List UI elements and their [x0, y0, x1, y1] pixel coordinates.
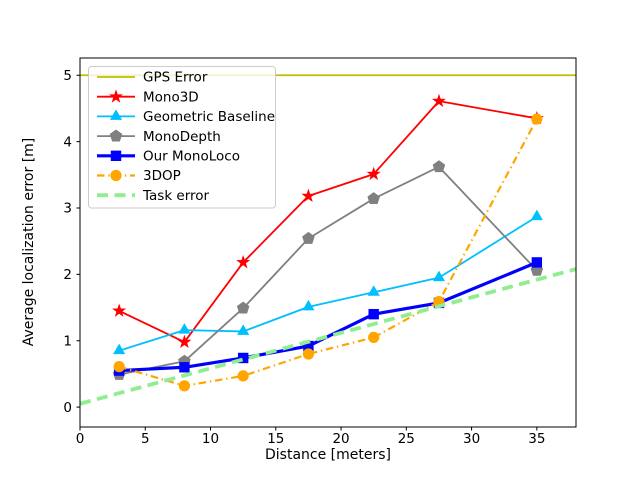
marker-our-monoloco: [179, 362, 190, 373]
y-tick-label: 1: [63, 333, 72, 349]
marker-legend-3dop: [110, 169, 122, 182]
marker-monodepth: [236, 301, 250, 314]
legend-item-monodepth: MonoDepth: [97, 129, 221, 145]
marker-monodepth: [432, 160, 446, 173]
x-tick-label: 20: [332, 431, 349, 447]
marker-geometric-baseline: [178, 323, 191, 334]
legend-label-geometric-baseline: Geometric Baseline: [143, 109, 275, 125]
legend-item-task-error: Task error: [97, 188, 210, 204]
marker-3dop: [368, 331, 380, 344]
legend: [88, 66, 276, 209]
legend-item-mono3d: Mono3D: [97, 89, 199, 105]
marker-geometric-baseline: [113, 343, 126, 355]
y-tick-label: 3: [63, 201, 72, 217]
x-tick-label: 10: [202, 431, 219, 447]
x-tick-label: 25: [398, 431, 415, 447]
marker-mono3d: [301, 188, 316, 203]
marker-mono3d: [112, 303, 127, 317]
y-tick-label: 4: [63, 134, 72, 150]
marker-mono3d: [431, 93, 446, 108]
legend-item-our-monoloco: Our MonoLoco: [97, 149, 240, 165]
marker-3dop: [113, 361, 125, 373]
marker-monodepth: [302, 231, 315, 244]
marker-3dop: [178, 380, 191, 392]
marker-our-monoloco: [303, 340, 314, 352]
x-tick-label: 15: [267, 431, 284, 447]
y-tick-label: 0: [63, 400, 72, 416]
legend-label-mono3d: Mono3D: [143, 89, 199, 105]
legend-label-monodepth: MonoDepth: [143, 129, 221, 145]
marker-geometric-baseline: [432, 270, 446, 282]
marker-our-monoloco: [531, 257, 543, 268]
x-tick-label: 30: [463, 431, 480, 447]
marker-legend-geometric-baseline: [109, 109, 123, 120]
marker-geometric-baseline: [367, 285, 380, 296]
legend-label-our-monoloco: Our MonoLoco: [143, 149, 240, 165]
marker-monodepth: [367, 192, 380, 205]
marker-legend-mono3d: [108, 89, 124, 103]
marker-legend-monodepth: [109, 129, 123, 142]
marker-3dop: [531, 113, 543, 125]
x-tick-label: 5: [141, 431, 150, 447]
legend-item-3dop: 3DOP: [97, 168, 181, 184]
legend-label-gps-error: GPS Error: [143, 70, 208, 86]
marker-3dop: [237, 370, 249, 382]
marker-geometric-baseline: [237, 324, 250, 335]
legend-item-geometric-baseline: Geometric Baseline: [97, 109, 275, 125]
x-tick-label: 0: [76, 431, 85, 447]
x-axis-label: Distance [meters]: [265, 447, 391, 463]
y-tick-label: 2: [63, 267, 72, 283]
marker-geometric-baseline: [302, 299, 315, 311]
x-tick-label: 35: [528, 431, 545, 447]
marker-mono3d: [366, 166, 381, 181]
legend-item-gps-error: GPS Error: [97, 70, 208, 86]
marker-3dop: [302, 348, 315, 360]
marker-legend-our-monoloco: [110, 150, 122, 161]
marker-our-monoloco: [368, 308, 379, 320]
marker-mono3d: [236, 255, 251, 269]
legend-label-3dop: 3DOP: [143, 168, 181, 184]
legend-label-task-error: Task error: [142, 188, 210, 204]
series-line-task-error: [79, 267, 577, 406]
marker-our-monoloco: [237, 352, 249, 364]
marker-mono3d: [177, 334, 192, 349]
y-tick-label: 5: [63, 68, 72, 84]
marker-geometric-baseline: [530, 209, 543, 221]
y-axis-label: Average localization error [m]: [21, 138, 37, 347]
axes-frame: [79, 57, 577, 428]
